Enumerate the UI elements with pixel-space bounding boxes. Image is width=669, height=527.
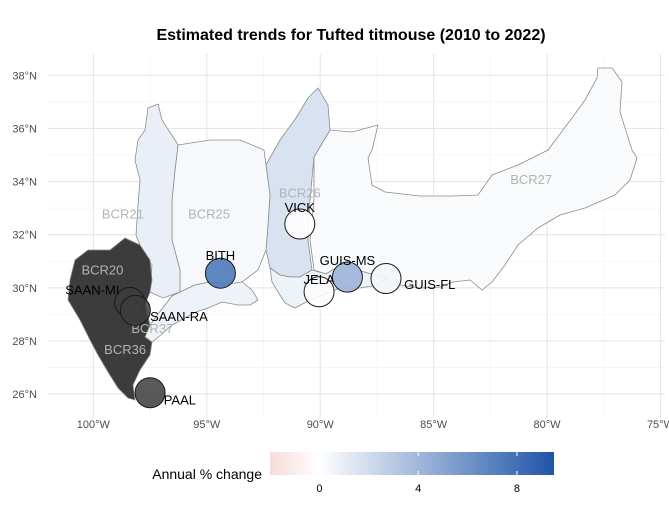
legend-colorbar: [270, 452, 554, 475]
region-label-bcr36: BCR36: [104, 342, 146, 357]
site-label-saan-ra: SAAN-RA: [150, 309, 208, 324]
site-label-bith: BITH: [206, 248, 236, 263]
legend-tick-label: 8: [514, 483, 520, 495]
color-legend: Annual % change 0 4 8: [152, 452, 554, 495]
legend-tick-label: 0: [316, 483, 322, 495]
region-label-bcr26: BCR26: [279, 185, 321, 200]
map-title: Estimated trends for Tufted titmouse (20…: [156, 27, 545, 44]
region-bcr20-bcr36: [67, 237, 153, 401]
x-tick-label: 85°W: [420, 419, 448, 431]
site-label-vick: VICK: [285, 200, 316, 215]
site-circle-guis-ms: [331, 261, 363, 293]
site-circle-bith: [204, 257, 236, 289]
y-tick-label: 36°N: [12, 123, 37, 135]
y-tick-label: 32°N: [12, 230, 37, 242]
x-tick-label: 100°W: [77, 419, 111, 431]
region-labels: BCR21 BCR25 BCR26 BCR27 BCR20 BCR37 BCR36: [81, 172, 552, 357]
y-tick-label: 28°N: [12, 336, 37, 348]
y-tick-label: 38°N: [12, 70, 37, 82]
y-axis-labels: 26°N 28°N 30°N 32°N 34°N 36°N 38°N: [12, 70, 37, 401]
site-circle-saan-ra: [119, 294, 151, 326]
site-label-jela: JELA: [304, 272, 335, 287]
site-circles: [114, 208, 402, 409]
site-label-guis-fl: GUIS-FL: [404, 277, 455, 292]
site-label-saan-mi: SAAN-MI: [65, 282, 119, 297]
region-label-bcr25: BCR25: [188, 207, 230, 222]
y-tick-label: 26°N: [12, 389, 37, 401]
region-label-bcr37: BCR37: [131, 321, 173, 336]
x-tick-label: 95°W: [193, 419, 221, 431]
x-tick-label: 75°W: [647, 419, 669, 431]
x-tick-label: 80°W: [534, 419, 562, 431]
site-label-guis-ms: GUIS-MS: [320, 253, 376, 268]
region-label-bcr27: BCR27: [510, 172, 552, 187]
x-tick-label: 90°W: [307, 419, 335, 431]
site-circle-vick: [284, 208, 316, 240]
region-label-bcr20: BCR20: [81, 263, 123, 278]
y-tick-label: 30°N: [12, 283, 37, 295]
legend-title: Annual % change: [152, 466, 262, 482]
region-bcr37: [144, 281, 259, 343]
region-bcr21: [134, 103, 181, 299]
site-circle-paal: [134, 377, 166, 409]
bcr-polygons: [67, 67, 638, 401]
site-circle-guis-fl: [370, 263, 402, 295]
site-circle-jela: [303, 276, 335, 308]
legend-ticks: 0 4 8: [316, 452, 520, 495]
x-axis-labels: 100°W 95°W 90°W 85°W 80°W 75°W: [77, 419, 669, 431]
region-label-bcr21: BCR21: [102, 207, 144, 222]
legend-tick-label: 4: [415, 483, 421, 495]
site-label-paal: PAAL: [164, 393, 196, 408]
y-tick-label: 34°N: [12, 177, 37, 189]
site-labels: VICK BITH GUIS-MS GUIS-FL JELA SAAN-MI SAAN-RA…: [65, 200, 455, 408]
